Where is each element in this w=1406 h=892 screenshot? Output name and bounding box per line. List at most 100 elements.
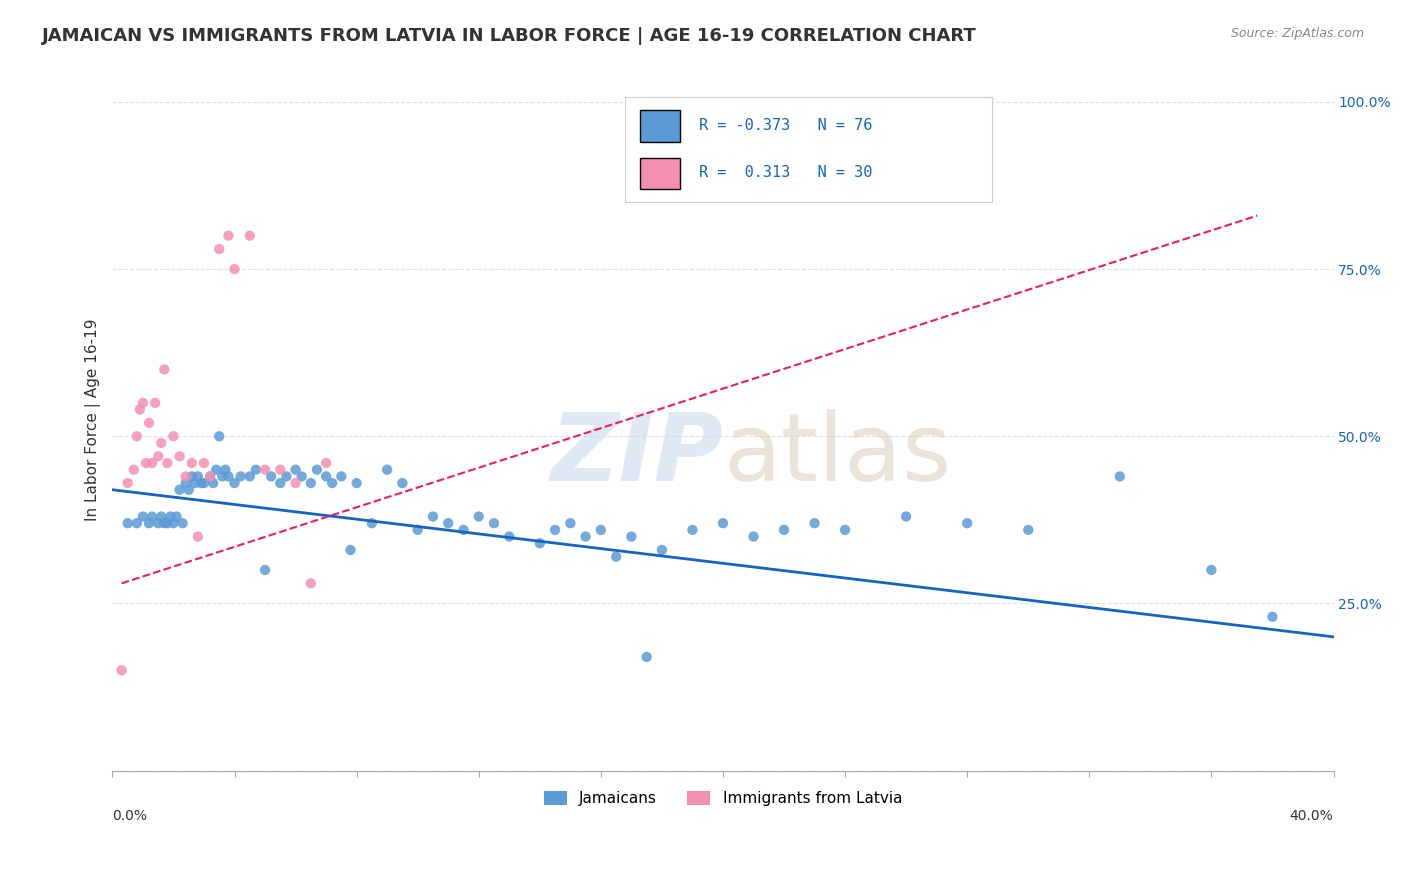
Point [305,463,328,477]
Point [1201,563,1223,577]
Point [315,469,337,483]
Point [224,476,246,491]
Point [148,516,170,531]
Point [184,476,207,491]
Point [224,262,246,277]
Point [174,476,197,491]
Point [156,516,179,531]
Point [315,456,337,470]
Point [620,530,643,544]
Point [467,509,489,524]
Point [156,456,179,470]
Point [254,463,277,477]
Point [153,362,176,376]
Point [711,516,734,531]
Point [681,523,703,537]
Point [135,456,157,470]
Point [742,530,765,544]
Point [254,563,277,577]
Point [346,476,368,491]
Point [166,509,188,524]
Text: 40.0%: 40.0% [1289,809,1333,823]
Point [148,450,170,464]
Point [132,509,155,524]
Legend: Jamaicans, Immigrants from Latvia: Jamaicans, Immigrants from Latvia [537,785,908,812]
Point [589,523,612,537]
Point [1017,523,1039,537]
Point [284,476,307,491]
Point [544,523,567,537]
Point [330,469,353,483]
Point [138,416,160,430]
Point [153,516,176,531]
Point [375,463,398,477]
Text: atlas: atlas [723,409,952,500]
Point [110,663,132,677]
Point [651,543,673,558]
Point [169,450,191,464]
Point [202,476,225,491]
Text: JAMAICAN VS IMMIGRANTS FROM LATVIA IN LABOR FORCE | AGE 16-19 CORRELATION CHART: JAMAICAN VS IMMIGRANTS FROM LATVIA IN LA… [42,27,977,45]
Point [162,516,184,531]
Point [198,469,221,483]
Point [205,463,228,477]
Point [211,469,233,483]
Point [284,463,307,477]
Point [1261,609,1284,624]
Point [174,469,197,483]
Point [894,509,917,524]
Point [159,509,181,524]
Point [1108,469,1130,483]
Point [141,456,163,470]
Point [208,429,231,443]
Y-axis label: In Labor Force | Age 16-19: In Labor Force | Age 16-19 [86,318,101,521]
Point [482,516,505,531]
Point [125,516,148,531]
Point [276,469,298,483]
Point [132,396,155,410]
Point [187,530,209,544]
Point [299,476,322,491]
Point [172,516,194,531]
Point [422,509,444,524]
Point [498,530,520,544]
Point [162,429,184,443]
Point [437,516,460,531]
Point [529,536,551,550]
Point [453,523,475,537]
Point [239,469,262,483]
Point [269,476,291,491]
Point [180,456,202,470]
Point [169,483,191,497]
Point [217,228,239,243]
Point [150,509,173,524]
Point [803,516,825,531]
Point [177,483,200,497]
Point [141,509,163,524]
Point [260,469,283,483]
Point [956,516,979,531]
Point [208,242,231,256]
Point [193,456,215,470]
Point [128,402,150,417]
Point [190,476,212,491]
Point [217,469,239,483]
Point [193,476,215,491]
Point [773,523,796,537]
Point [138,516,160,531]
Point [229,469,252,483]
Point [122,463,145,477]
Point [214,463,236,477]
Point [245,463,267,477]
Point [361,516,384,531]
Point [605,549,627,564]
Point [239,228,262,243]
Point [117,516,139,531]
Point [187,469,209,483]
Point [574,530,596,544]
Point [339,543,361,558]
Point [560,516,582,531]
Point [636,649,658,664]
Point [291,469,314,483]
Point [391,476,413,491]
